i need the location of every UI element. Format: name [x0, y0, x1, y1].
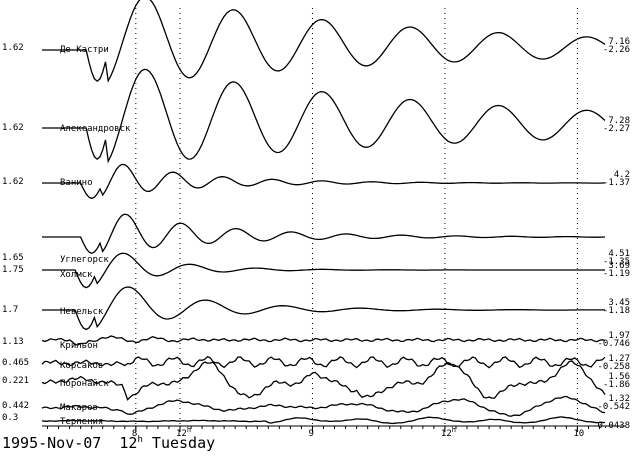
station-max: 1.56 [608, 372, 630, 382]
date-text: 1995-Nov-07 [2, 434, 102, 452]
trace-line [42, 286, 605, 331]
trace-line [42, 163, 605, 200]
x-tick-label: 8 [132, 429, 137, 439]
station-max: 4.2 [614, 170, 630, 180]
station-name: Поронайск [60, 379, 109, 389]
station-min: -1.37 [603, 178, 630, 188]
station-min: -1.35 [603, 257, 630, 267]
station-name: Корсаков [60, 361, 103, 371]
x-tick-label: 12h [441, 426, 456, 439]
trace-line [42, 252, 605, 289]
station-scale: 1.13 [2, 337, 24, 347]
trace-line [41, 360, 606, 401]
station-max: 1.97 [608, 331, 630, 341]
station-name: Ванино [60, 178, 93, 188]
station-max: 3.45 [608, 298, 630, 308]
station-min: -0.542 [597, 402, 630, 412]
station-scale: 0.221 [2, 376, 29, 386]
station-scale: 1.62 [2, 43, 24, 53]
station-scale: 1.75 [2, 265, 24, 275]
date-footer: 1995-Nov-07 12h Tuesday [2, 434, 215, 452]
trace-line [41, 335, 606, 346]
station-labels: Де-Кастри 1.62 7.16-2.26 Александровск 1.62 7… [2, 37, 630, 431]
weekday-text: Tuesday [151, 434, 216, 452]
station-name: Терпения [60, 417, 103, 427]
trace-line [42, 68, 606, 164]
x-tick-label: 9 [308, 429, 313, 439]
station-scale: 1.62 [2, 177, 24, 187]
trace-line [41, 395, 606, 417]
station-name: Макаров [60, 403, 98, 413]
hour-text: 12 [119, 434, 138, 452]
station-min: -1.18 [603, 306, 630, 316]
station-max: 1.27 [608, 354, 630, 364]
station-scale: 0.465 [2, 358, 29, 368]
trace-line [41, 416, 606, 425]
station-min: -2.26 [603, 45, 630, 55]
trace-line [41, 355, 606, 369]
station-min: -0.746 [597, 339, 630, 349]
trace-line [42, 0, 606, 83]
station-max: 7.16 [608, 37, 630, 47]
station-scale: 1.65 [2, 253, 24, 263]
station-scale: 0.3 [2, 413, 18, 423]
station-name: Де-Кастри [60, 45, 109, 55]
station-name: Невельск [60, 307, 104, 317]
traces [41, 0, 606, 425]
station-name: Углегорск [60, 255, 109, 265]
x-tick-label: 10 [573, 429, 584, 439]
station-min: -0.258 [597, 362, 630, 372]
station-min: -2.27 [603, 124, 630, 134]
station-max: 7.28 [608, 116, 630, 126]
station-max: 3.69 [608, 261, 630, 271]
hour-unit: h [137, 435, 143, 445]
station-max: 1.32 [608, 394, 630, 404]
station-scale: 1.62 [2, 123, 24, 133]
station-min: -1.19 [603, 269, 630, 279]
trace-line [42, 213, 606, 255]
station-min: -1.86 [603, 380, 630, 390]
station-scale: 0.442 [2, 401, 29, 411]
station-name: Александровск [60, 124, 131, 134]
station-scale: 1.7 [2, 305, 18, 315]
station-name: Холмск [60, 270, 93, 280]
station-max: 4.51 [608, 249, 630, 259]
station-name: Крильон [60, 341, 98, 351]
